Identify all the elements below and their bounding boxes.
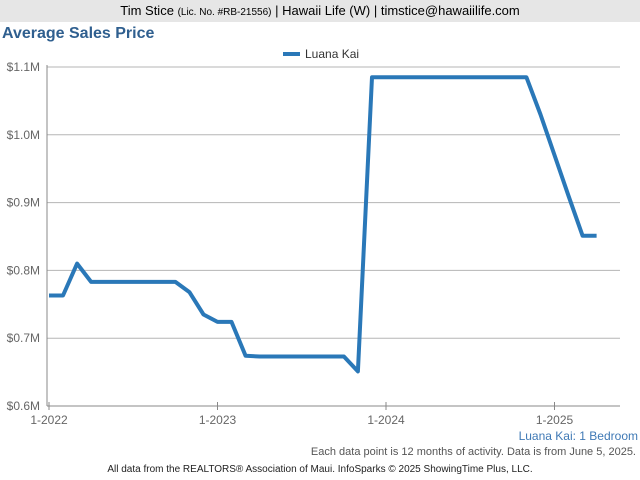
chart-title: Average Sales Price <box>2 25 155 42</box>
header-bar: Tim Stice (Lic. No. #RB-21556) | Hawaii … <box>0 0 640 22</box>
legend-label: Luana Kai <box>305 47 359 61</box>
license-number: (Lic. No. #RB-21556) <box>177 7 272 18</box>
x-tick-label: 1-2022 <box>30 413 68 427</box>
x-tick-label: 1-2024 <box>367 413 405 427</box>
agent-name: Tim Stice <box>120 3 174 18</box>
attribution: All data from the REALTORS® Association … <box>107 464 533 475</box>
chart-subtitle: Luana Kai: 1 Bedroom <box>518 429 638 443</box>
agent-details: | Hawaii Life (W) | timstice@hawaiilife.… <box>275 3 520 18</box>
line-chart: $0.6M $0.7M $0.8M $0.9M $1.0M $1.1M 1-2022 1-20… <box>7 47 620 427</box>
y-tick-label: $1.1M <box>7 60 40 74</box>
x-tick-label: 1-2025 <box>536 413 574 427</box>
y-tick-label: $0.9M <box>7 196 40 210</box>
data-note: Each data point is 12 months of activity… <box>310 446 636 458</box>
y-tick-label: $0.8M <box>7 263 40 277</box>
series-line <box>49 75 597 374</box>
y-tick-label: $1.0M <box>7 128 40 142</box>
y-tick-label: $0.7M <box>7 331 40 345</box>
y-tick-label: $0.6M <box>7 399 40 413</box>
x-tick-label: 1-2023 <box>199 413 237 427</box>
